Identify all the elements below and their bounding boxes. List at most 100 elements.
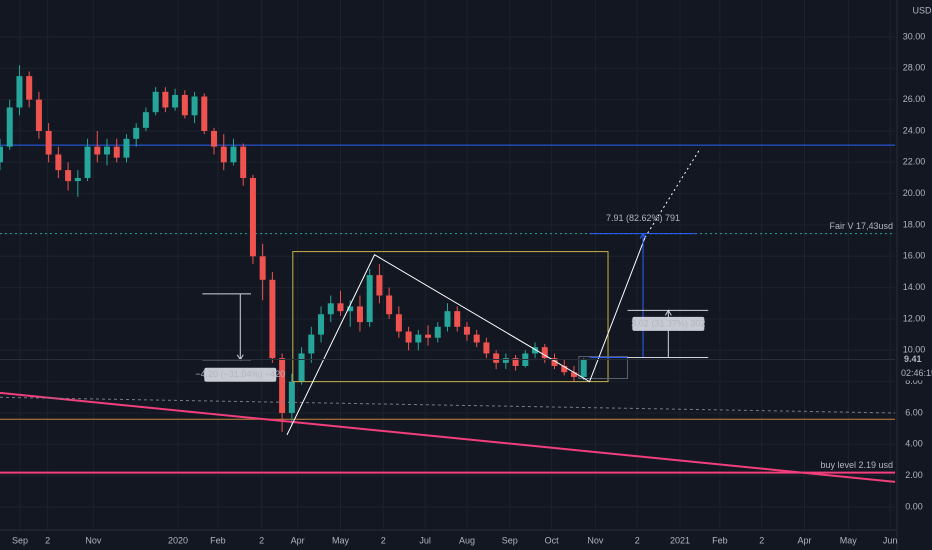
candle-body	[288, 381, 295, 413]
price-axis	[897, 0, 932, 550]
candle-body	[172, 94, 179, 108]
x-tick-label: Apr	[291, 535, 305, 545]
candle-body	[240, 146, 247, 178]
y-tick-label: 14.00	[903, 282, 926, 292]
candle-body	[551, 358, 558, 366]
candle-body	[561, 365, 568, 373]
candle-body	[580, 359, 587, 377]
x-tick-label: Nov	[85, 535, 102, 545]
candle-body	[376, 275, 383, 296]
x-tick-label: Sep	[12, 535, 28, 545]
x-tick-label: Apr	[798, 535, 812, 545]
y-tick-label: 0.00	[905, 501, 923, 511]
level-label: buy level 2.19 usd	[820, 460, 893, 470]
measure-label: 3.02 (31.37%) 302	[631, 318, 705, 328]
candle-body	[142, 112, 149, 128]
candle-body	[201, 96, 208, 131]
price-tag	[898, 352, 932, 381]
candle-body	[463, 326, 470, 335]
candle-body	[84, 146, 91, 178]
y-tick-label: 22.00	[903, 157, 926, 167]
candle-body	[493, 353, 500, 363]
candle-body	[269, 279, 276, 359]
candle-body	[16, 76, 23, 108]
x-tick-label: Aug	[459, 535, 475, 545]
candle-body	[181, 94, 188, 116]
box	[578, 356, 628, 380]
x-tick-label: 2	[45, 535, 50, 545]
y-tick-label: 2.00	[905, 470, 923, 480]
x-tick-label: 2	[381, 535, 386, 545]
candle-body	[347, 306, 354, 312]
candle-body	[532, 347, 539, 354]
y-tick-label: 26.00	[903, 94, 926, 104]
candle-body	[259, 256, 266, 280]
candle-body	[337, 303, 344, 312]
label-box	[632, 316, 705, 331]
candle-body	[6, 107, 13, 147]
candle-body	[327, 303, 334, 315]
candle-body	[473, 334, 480, 343]
trend-line	[0, 391, 896, 483]
candle-body	[318, 314, 325, 335]
y-tick-label: 12.00	[903, 313, 926, 323]
candle-body	[104, 146, 111, 155]
plot-area: buy level 2.19 usd Fair V 17,43usd −4.20 (…	[0, 0, 896, 530]
arrow-head	[639, 232, 647, 239]
x-tick-label: 2	[759, 535, 764, 545]
candle-body	[133, 127, 140, 139]
y-tick-label: 8.00	[905, 376, 923, 386]
x-tick-label: 2	[259, 535, 264, 545]
candle-body	[26, 76, 33, 100]
candle-body	[356, 306, 363, 323]
y-tick-label: 28.00	[903, 63, 926, 73]
x-tick-label: Feb	[712, 535, 728, 545]
y-tick-label: 20.00	[903, 188, 926, 198]
candle-body	[191, 96, 198, 116]
candle-body	[570, 372, 577, 377]
candle-body	[279, 358, 286, 413]
candle-body	[249, 177, 256, 257]
box	[292, 251, 609, 383]
candle-body	[74, 177, 81, 182]
x-tick-label: 2021	[670, 535, 690, 545]
trend-line	[286, 237, 646, 436]
candle-body	[220, 146, 227, 163]
x-tick-label: Jul	[419, 535, 431, 545]
candle-body	[395, 314, 402, 332]
x-tick-label: Oct	[545, 535, 560, 545]
candle-body	[94, 146, 101, 155]
candle-body	[123, 138, 130, 158]
candle-body	[65, 170, 72, 182]
measure-label: −4.20 (−31.04%) −420	[195, 369, 285, 379]
x-tick-label: Nov	[587, 535, 604, 545]
candle-body	[113, 146, 120, 158]
x-tick-label: May	[332, 535, 350, 545]
x-tick-label: Sep	[502, 535, 518, 545]
label-box	[204, 367, 277, 382]
candle-body	[162, 91, 169, 108]
candle-body	[308, 334, 315, 354]
candle-body	[55, 154, 62, 171]
y-tick-label: 24.00	[903, 125, 926, 135]
candle-body	[425, 334, 432, 338]
candle-body	[454, 311, 461, 327]
candle-body	[512, 358, 519, 366]
candle-body	[434, 326, 441, 338]
candle-body	[483, 342, 490, 354]
x-tick-label: 2020	[168, 535, 188, 545]
y-tick-label: 6.00	[905, 407, 923, 417]
level-label: Fair V 17,43usd	[829, 221, 893, 231]
y-tick-label: 4.00	[905, 439, 923, 449]
x-tick-label: Jun	[883, 535, 898, 545]
x-tick-label: 2	[635, 535, 640, 545]
y-tick-label: 18.00	[903, 219, 926, 229]
trend-line	[0, 396, 896, 414]
y-tick-label: 30.00	[903, 31, 926, 41]
last-price: 9.41	[904, 354, 922, 364]
candle-body	[230, 146, 237, 163]
arrow-head	[664, 309, 672, 316]
